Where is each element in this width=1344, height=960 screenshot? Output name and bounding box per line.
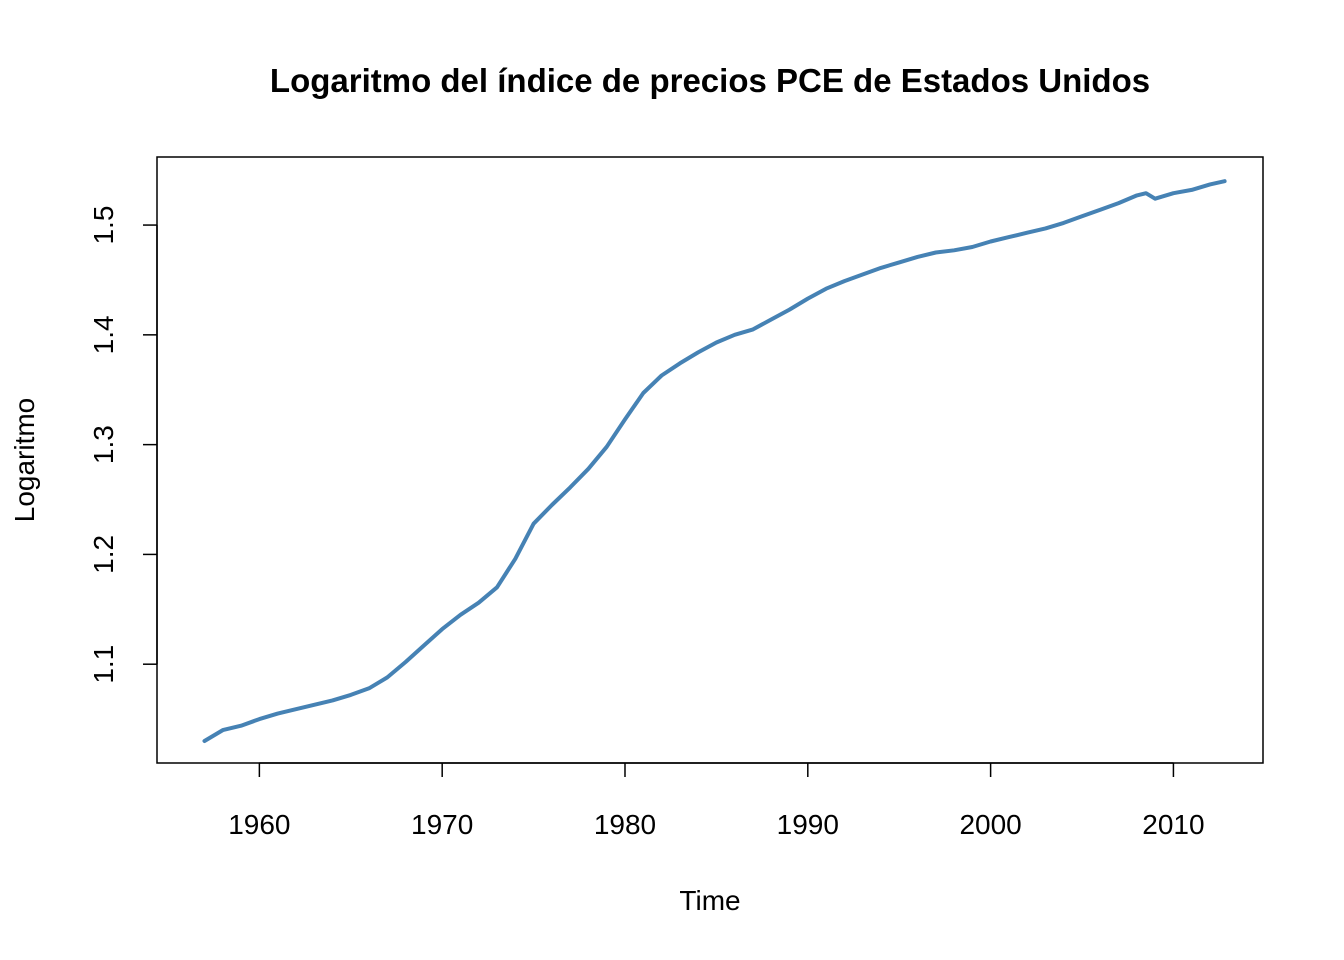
x-tick-label: 2010	[1142, 809, 1204, 840]
chart-title: Logaritmo del índice de precios PCE de E…	[270, 62, 1150, 99]
y-tick-label: 1.2	[88, 535, 119, 574]
x-tick-label: 2000	[959, 809, 1021, 840]
y-tick-label: 1.5	[88, 206, 119, 245]
series-line	[202, 179, 1227, 743]
y-tick-label: 1.3	[88, 425, 119, 464]
plot-frame	[156, 156, 1264, 764]
x-tick-label: 1970	[411, 809, 473, 840]
y-axis: 1.1 1.2 1.3 1.4 1.5	[88, 206, 158, 684]
y-axis-title: Logaritmo	[9, 398, 40, 523]
y-tick-label: 1.1	[88, 645, 119, 684]
x-axis: 1960 1970 1980 1990 2000 2010	[228, 762, 1205, 840]
x-tick-label: 1980	[594, 809, 656, 840]
series-layer	[202, 179, 1227, 743]
x-tick-label: 1990	[777, 809, 839, 840]
x-tick-label: 1960	[228, 809, 290, 840]
y-tick-label: 1.4	[88, 315, 119, 354]
x-axis-title: Time	[679, 885, 740, 916]
